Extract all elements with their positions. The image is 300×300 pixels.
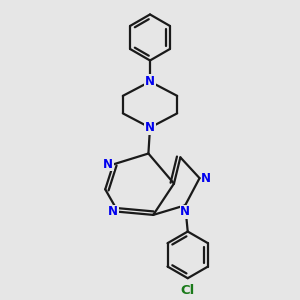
Text: N: N <box>108 205 118 218</box>
Text: Cl: Cl <box>181 284 195 297</box>
Text: N: N <box>103 158 113 171</box>
Text: N: N <box>180 205 190 218</box>
Text: N: N <box>201 172 211 184</box>
Text: N: N <box>145 121 155 134</box>
Text: N: N <box>145 75 155 88</box>
